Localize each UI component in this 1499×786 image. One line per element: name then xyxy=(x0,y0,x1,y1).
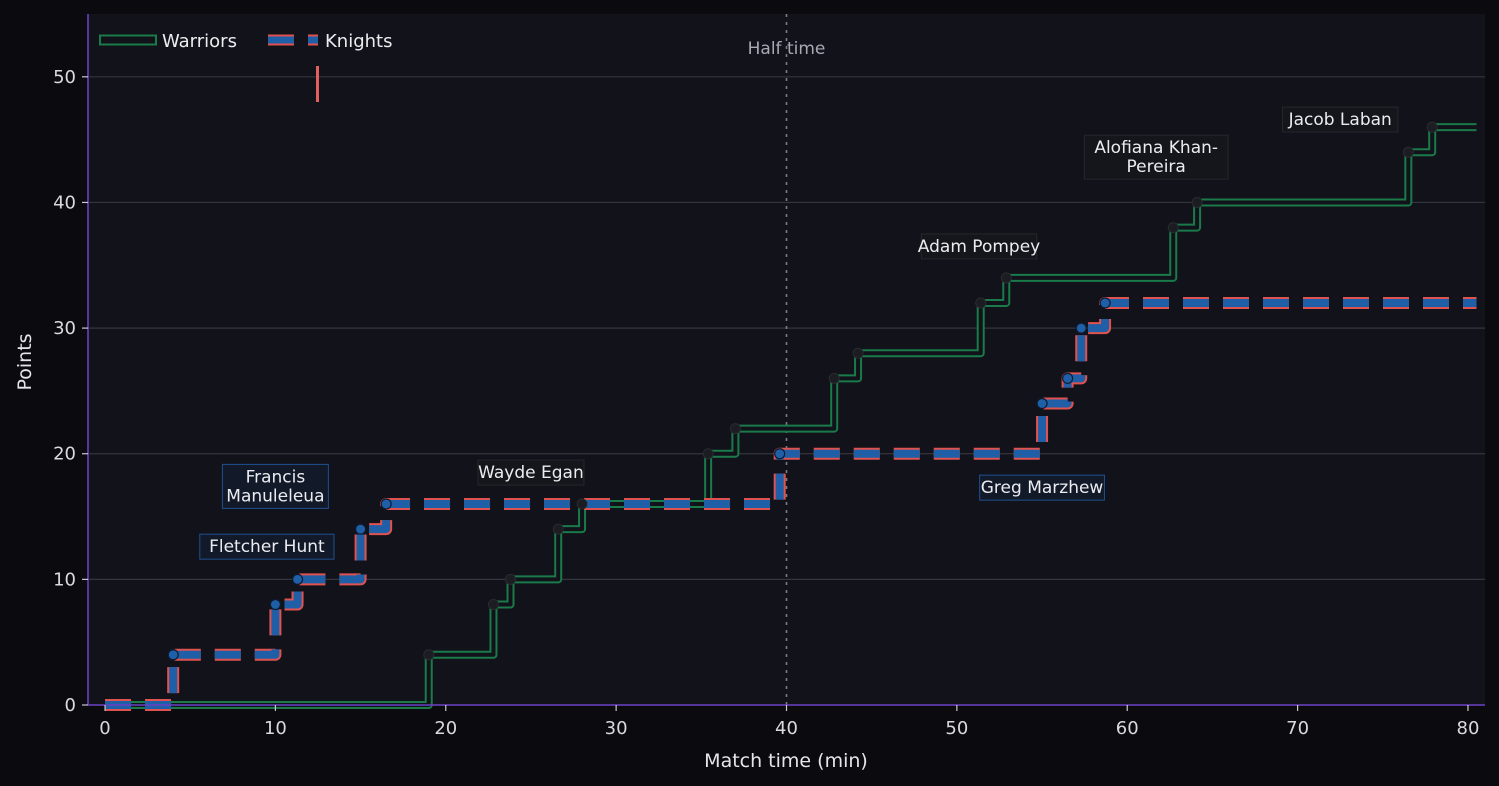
marker-warriors-14 xyxy=(1426,121,1438,133)
y-tick-label-20: 20 xyxy=(53,444,76,465)
x-tick-label-60: 60 xyxy=(1116,718,1139,739)
annotation-text-0-0: Fletcher Hunt xyxy=(209,537,325,557)
y-tick-label-30: 30 xyxy=(53,318,76,339)
x-tick-label-40: 40 xyxy=(775,718,798,739)
score-markers xyxy=(167,121,1438,661)
marker-knights-7 xyxy=(1062,372,1074,384)
marker-knights-5 xyxy=(774,448,786,460)
annotation-0: Fletcher Hunt xyxy=(199,533,335,560)
x-tick-label-80: 80 xyxy=(1457,718,1480,739)
annotation-box-4 xyxy=(979,474,1105,501)
marker-warriors-1 xyxy=(487,598,499,610)
marker-warriors-2 xyxy=(505,573,517,585)
x-axis-title: Match time (min) xyxy=(704,750,868,772)
annotation-text-4-0: Greg Marzhew xyxy=(981,478,1104,498)
annotation-box-5 xyxy=(1083,134,1229,180)
x-tick-label-70: 70 xyxy=(1286,718,1309,739)
marker-warriors-11 xyxy=(1167,222,1179,234)
marker-warriors-8 xyxy=(852,347,864,359)
marker-warriors-3 xyxy=(552,523,564,535)
annotation-5: Alofiana Khan-Pereira xyxy=(1083,134,1229,180)
annotation-text-1-1: Manuleleua xyxy=(226,486,324,506)
marker-knights-6 xyxy=(1036,397,1048,410)
legend-label-warriors: Warriors xyxy=(162,31,237,52)
annotation-4: Greg Marzhew xyxy=(979,474,1105,501)
y-tick-label-0: 0 xyxy=(65,695,76,716)
y-tick-label-40: 40 xyxy=(53,192,76,213)
annotation-box-0 xyxy=(199,533,335,560)
annotation-box-2 xyxy=(477,459,585,486)
annotation-text-3-0: Adam Pompey xyxy=(918,237,1040,257)
annotation-box-1 xyxy=(221,463,329,509)
marker-warriors-12 xyxy=(1191,196,1203,208)
legend-swatch-knights xyxy=(268,34,319,102)
annotation-2: Wayde Egan xyxy=(477,459,585,486)
annotation-text-6-0: Jacob Laban xyxy=(1288,110,1392,130)
marker-warriors-13 xyxy=(1402,146,1414,158)
marker-warriors-7 xyxy=(828,372,840,384)
tick-labels: 0 10 20 30 40 50 0 10 20 30 40 50 60 70 80 xyxy=(53,67,1479,739)
marker-knights-1 xyxy=(269,598,282,611)
marker-knights-3 xyxy=(354,523,367,535)
marker-warriors-9 xyxy=(975,297,987,309)
marker-warriors-0 xyxy=(423,649,435,661)
x-tick-label-50: 50 xyxy=(945,718,968,739)
legend-label-knights: Knights xyxy=(325,31,392,52)
annotation-text-5-0: Alofiana Khan- xyxy=(1094,138,1218,158)
x-tick-label-0: 0 xyxy=(99,718,110,739)
marker-knights-2 xyxy=(291,573,304,585)
annotation-box-3 xyxy=(920,233,1038,260)
y-tick-label-10: 10 xyxy=(53,569,76,590)
marker-knights-9 xyxy=(1099,297,1111,309)
half-time-label: Half time xyxy=(748,39,826,59)
marker-warriors-4 xyxy=(576,498,588,510)
marker-warriors-6 xyxy=(729,423,741,435)
legend: Warriors Knights xyxy=(99,31,392,102)
y-tick-label-50: 50 xyxy=(53,67,76,88)
marker-warriors-10 xyxy=(1000,272,1012,284)
y-axis-title: Points xyxy=(14,333,36,390)
series-knights-fill xyxy=(105,298,1477,709)
annotation-6: Jacob Laban xyxy=(1281,106,1399,133)
x-tick-label-30: 30 xyxy=(605,718,628,739)
marker-knights-8 xyxy=(1075,322,1087,334)
marker-knights-4 xyxy=(380,498,392,510)
marker-warriors-5 xyxy=(702,448,714,460)
annotation-3: Adam Pompey xyxy=(918,233,1040,260)
marker-knights-0 xyxy=(167,649,179,661)
annotation-box-6 xyxy=(1281,106,1399,133)
x-tick-label-20: 20 xyxy=(434,718,457,739)
half-time-marker: Half time xyxy=(748,14,826,705)
x-tick-label-10: 10 xyxy=(264,718,287,739)
annotation-text-1-0: Francis xyxy=(246,467,306,487)
annotation-text-2-0: Wayde Egan xyxy=(478,463,584,483)
legend-swatch-warriors xyxy=(99,34,157,46)
annotation-text-5-1: Pereira xyxy=(1127,157,1186,177)
